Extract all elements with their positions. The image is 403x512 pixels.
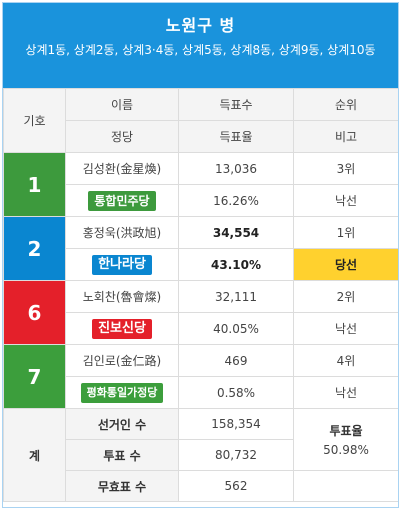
candidate-number: 7 <box>3 344 66 409</box>
district-subareas: 상계1동, 상계2동, 상계3·4동, 상계5동, 상계8동, 상계9동, 상계… <box>25 43 376 57</box>
totals-row: 무효표 수 562 <box>4 470 398 502</box>
table-row: 2 홍정욱(洪政旭) 34,554 1위 <box>3 216 398 281</box>
candidate-number: 1 <box>3 152 66 217</box>
candidate-name: 김인로(金仁路) <box>65 344 179 377</box>
candidate-rank: 3위 <box>293 152 398 185</box>
header-row-2: 정당 득표율 비고 <box>4 120 398 153</box>
turnout-label: 투표 수 <box>65 439 179 471</box>
candidate-votes: 469 <box>178 344 294 377</box>
results-table: 기호 이름 득표수 순위 정당 득표율 비고 1 김성환(金星煥) 13,036… <box>3 88 399 502</box>
invalid-value: 562 <box>178 470 294 502</box>
party-cell: 평화통일가정당 <box>65 376 179 409</box>
candidate-rank: 1위 <box>293 216 398 249</box>
candidate-name: 홍정욱(洪政旭) <box>65 216 179 249</box>
table-row: 통합민주당 16.26% 낙선 <box>4 184 398 217</box>
party-badge: 평화통일가정당 <box>80 382 164 403</box>
district-title: 노원구 병 <box>165 16 236 35</box>
winner-badge: 당선 <box>293 248 398 281</box>
totals-label: 계 <box>3 408 66 502</box>
column-symbol: 기호 <box>3 88 66 153</box>
party-badge: 통합민주당 <box>88 190 156 211</box>
table-row: 7 김인로(金仁路) 469 4위 <box>3 344 398 409</box>
district-header: 노원구 병 상계1동, 상계2동, 상계3·4동, 상계5동, 상계8동, 상계… <box>3 3 398 88</box>
table-row: 6 노회찬(魯會燦) 32,111 2위 <box>3 280 398 345</box>
candidate-rank: 2위 <box>293 280 398 313</box>
invalid-label: 무효표 수 <box>65 470 179 502</box>
candidate-result: 낙선 <box>293 312 398 345</box>
table-row: 평화통일가정당 0.58% 낙선 <box>4 376 398 409</box>
column-votes: 득표수 <box>178 88 294 121</box>
totals-row: 투표 수 80,732 <box>4 439 399 471</box>
candidate-rank: 4위 <box>293 344 398 377</box>
column-rank: 순위 <box>293 88 398 121</box>
electorate-value: 158,354 <box>178 408 294 440</box>
candidate-number: 2 <box>3 216 66 281</box>
electorate-label: 선거인 수 <box>65 408 179 440</box>
turnout-rate-label: 투표율 <box>329 424 363 438</box>
column-party: 정당 <box>65 120 179 153</box>
candidate-number: 6 <box>3 280 66 345</box>
party-cell: 통합민주당 <box>65 184 179 217</box>
party-cell: 한나라당 <box>65 248 179 281</box>
candidate-rate: 16.26% <box>178 184 294 217</box>
candidate-rate: 43.10% <box>178 248 294 281</box>
column-rate: 득표율 <box>178 120 294 153</box>
candidate-votes: 32,111 <box>178 280 294 313</box>
candidate-rate: 0.58% <box>178 376 294 409</box>
totals-row: 계 선거인 수 158,354 투표율 50.98% <box>3 408 398 502</box>
column-note: 비고 <box>293 120 398 153</box>
empty-cell <box>293 470 398 502</box>
column-name: 이름 <box>65 88 179 121</box>
turnout-value: 80,732 <box>178 439 294 471</box>
candidate-name: 노회찬(魯會燦) <box>65 280 179 313</box>
candidate-name: 김성환(金星煥) <box>65 152 179 185</box>
candidate-result: 낙선 <box>293 184 398 217</box>
candidate-votes: 34,554 <box>178 216 294 249</box>
turnout-rate-cell: 투표율 50.98% <box>293 408 398 471</box>
header-row-1: 기호 이름 득표수 순위 <box>3 88 398 153</box>
table-row: 한나라당 43.10% 당선 <box>4 248 398 281</box>
party-badge: 진보신당 <box>92 318 152 339</box>
turnout-rate-value: 50.98% <box>323 443 369 457</box>
candidate-votes: 13,036 <box>178 152 294 185</box>
candidate-rate: 40.05% <box>178 312 294 345</box>
election-result-card: 노원구 병 상계1동, 상계2동, 상계3·4동, 상계5동, 상계8동, 상계… <box>2 2 399 508</box>
table-row: 1 김성환(金星煥) 13,036 3위 <box>3 152 398 217</box>
candidate-result: 낙선 <box>293 376 398 409</box>
party-cell: 진보신당 <box>65 312 179 345</box>
party-badge: 한나라당 <box>92 254 152 275</box>
